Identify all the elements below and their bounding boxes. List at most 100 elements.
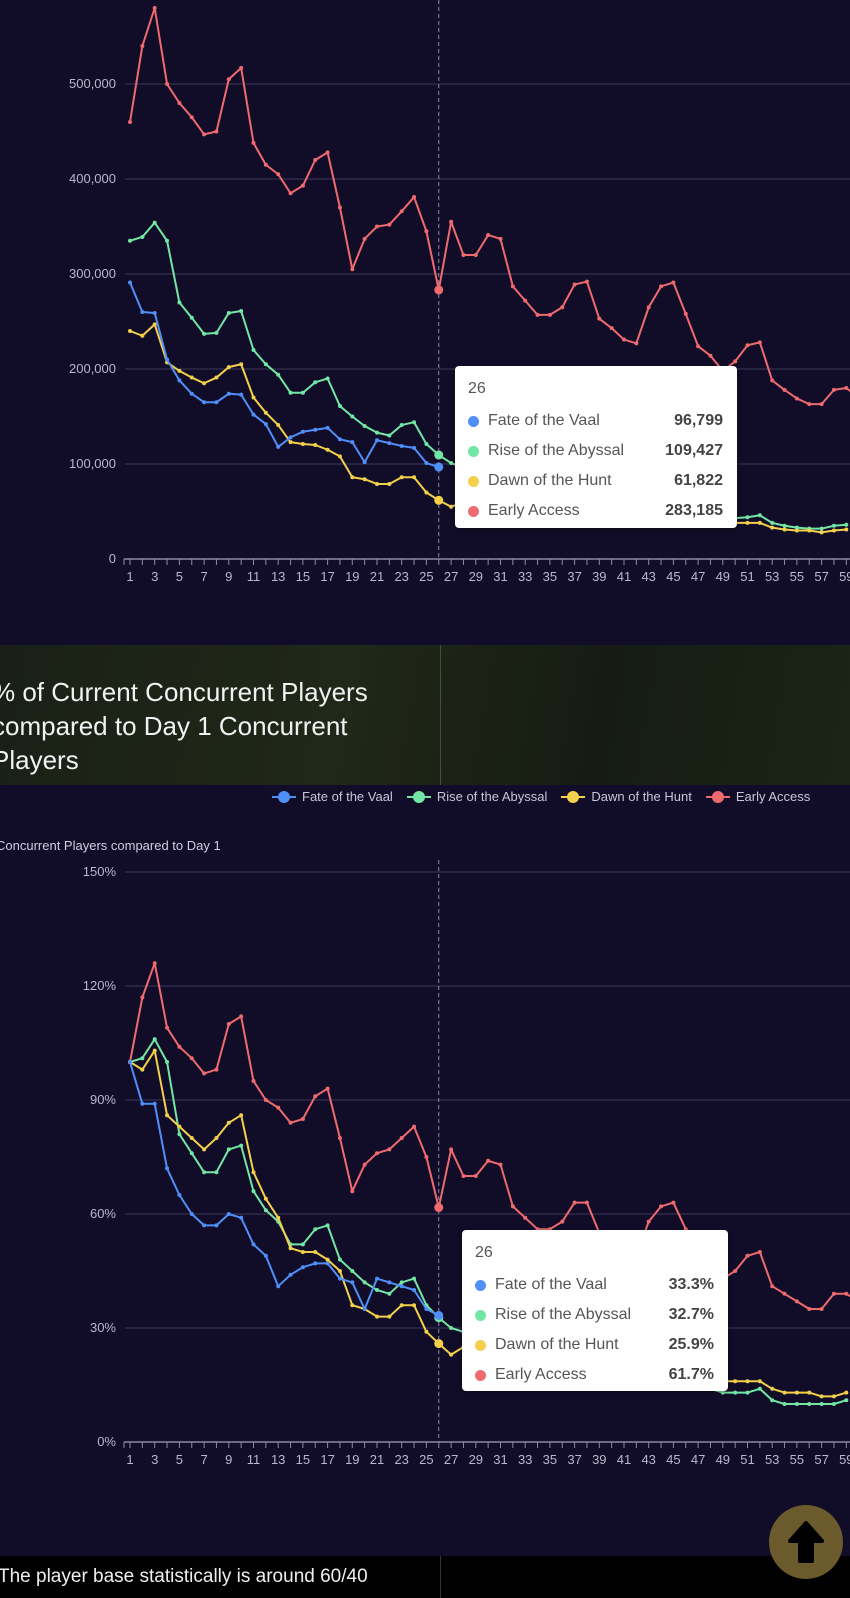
data-point-dawn xyxy=(770,525,775,530)
data-point-early xyxy=(770,378,775,383)
data-point-fate xyxy=(165,357,170,362)
data-point-dawn xyxy=(325,447,330,452)
legend-item-dawn[interactable]: Dawn of the Hunt xyxy=(561,789,692,804)
data-point-fate xyxy=(140,1101,145,1106)
data-point-fate xyxy=(424,1307,429,1311)
legend-item-early[interactable]: Early Access xyxy=(705,789,810,804)
x-tick-label: 39 xyxy=(592,1452,606,1467)
data-point-fate xyxy=(362,460,367,465)
x-tick-label: 29 xyxy=(469,569,483,584)
dawn-dot-icon xyxy=(475,1339,486,1351)
x-tick-label: 1 xyxy=(126,569,133,584)
data-point-dawn xyxy=(313,1250,318,1254)
data-point-early xyxy=(214,1067,219,1072)
data-point-fate xyxy=(424,461,429,466)
x-tick-label: 5 xyxy=(176,569,183,584)
data-point-dawn xyxy=(412,475,417,480)
x-tick-label: 9 xyxy=(225,1452,232,1467)
data-point-dawn xyxy=(434,495,444,505)
data-point-dawn xyxy=(288,440,293,445)
x-tick-label: 57 xyxy=(814,569,828,584)
data-point-early xyxy=(424,229,429,234)
data-point-fate xyxy=(288,435,293,440)
data-point-rise xyxy=(177,300,182,305)
tooltip-row-early: Early Access 283,185 xyxy=(455,496,737,526)
data-point-dawn xyxy=(263,410,268,415)
data-point-fate xyxy=(412,1288,417,1292)
data-point-early xyxy=(300,183,305,188)
data-point-rise xyxy=(251,1189,256,1194)
data-point-early xyxy=(226,1022,231,1026)
data-point-dawn xyxy=(745,520,750,525)
data-point-dawn xyxy=(424,1329,429,1334)
data-point-early xyxy=(152,6,157,10)
data-point-early xyxy=(449,219,454,224)
data-point-early xyxy=(659,284,664,289)
y-tick-label: 120% xyxy=(83,978,117,993)
data-point-rise xyxy=(794,525,799,530)
data-point-fate xyxy=(412,445,417,450)
y-tick-label: 0 xyxy=(109,551,116,566)
data-point-early xyxy=(424,1155,429,1159)
section-title: % of Current Concurrent Players compared… xyxy=(0,677,368,775)
data-point-rise xyxy=(412,420,417,425)
data-point-early xyxy=(646,1219,651,1224)
data-point-early xyxy=(165,1025,170,1030)
legend-label: Rise of the Abyssal xyxy=(436,789,548,804)
data-point-early xyxy=(831,387,836,392)
data-point-early xyxy=(288,191,293,196)
data-point-rise xyxy=(325,376,330,381)
data-point-early xyxy=(510,284,515,289)
data-point-dawn xyxy=(794,1390,799,1395)
data-point-dawn xyxy=(288,1246,293,1251)
x-tick-label: 49 xyxy=(716,1452,730,1467)
data-point-rise xyxy=(251,348,256,352)
data-point-fate xyxy=(313,1261,318,1266)
data-point-early xyxy=(696,344,701,349)
data-point-rise xyxy=(214,330,219,335)
section-banner: % of Current Concurrent Players compared… xyxy=(0,645,850,785)
legend-item-rise[interactable]: Rise of the Abyssal xyxy=(406,789,548,804)
legend-marker-icon xyxy=(705,790,730,803)
data-point-rise xyxy=(202,1170,207,1175)
x-tick-label: 13 xyxy=(271,569,285,584)
x-tick-label: 27 xyxy=(444,569,458,584)
data-point-early xyxy=(486,233,491,238)
data-point-rise xyxy=(165,238,170,243)
scroll-to-top-button[interactable] xyxy=(769,1505,843,1579)
legend-item-fate[interactable]: Fate of the Vaal xyxy=(272,789,393,804)
data-point-rise xyxy=(831,1402,836,1406)
tooltip-row-early: Early Access 61.7% xyxy=(462,1360,728,1390)
tooltip-row-rise: Rise of the Abyssal 109,427 xyxy=(455,436,737,466)
data-point-dawn xyxy=(757,520,762,525)
data-point-early xyxy=(807,1307,812,1311)
x-tick-label: 27 xyxy=(444,1452,458,1467)
tooltip-label: Early Access xyxy=(495,1366,587,1383)
data-point-rise xyxy=(844,1398,849,1403)
data-point-early xyxy=(165,82,170,86)
data-point-fate xyxy=(226,1212,231,1216)
data-point-early xyxy=(313,1094,318,1099)
x-tick-label: 11 xyxy=(247,569,261,584)
data-point-rise xyxy=(263,1208,268,1213)
x-tick-label: 11 xyxy=(247,1452,261,1467)
data-point-rise xyxy=(300,390,305,395)
x-tick-label: 25 xyxy=(419,1452,433,1467)
data-point-early xyxy=(794,396,799,401)
x-tick-label: 41 xyxy=(617,569,631,584)
data-point-early xyxy=(152,961,157,966)
data-point-dawn xyxy=(733,1379,738,1384)
data-point-dawn xyxy=(782,1390,787,1395)
data-point-dawn xyxy=(387,481,392,486)
data-point-early xyxy=(276,172,281,177)
data-point-rise xyxy=(757,513,762,518)
x-tick-label: 17 xyxy=(320,1452,334,1467)
data-point-dawn xyxy=(251,395,256,400)
data-point-rise xyxy=(375,430,379,435)
data-point-early xyxy=(535,312,540,317)
data-point-dawn xyxy=(831,528,836,533)
data-point-rise xyxy=(745,515,750,520)
data-point-early xyxy=(276,1105,281,1110)
data-point-fate xyxy=(263,422,268,427)
y-tick-label: 300,000 xyxy=(69,266,116,281)
